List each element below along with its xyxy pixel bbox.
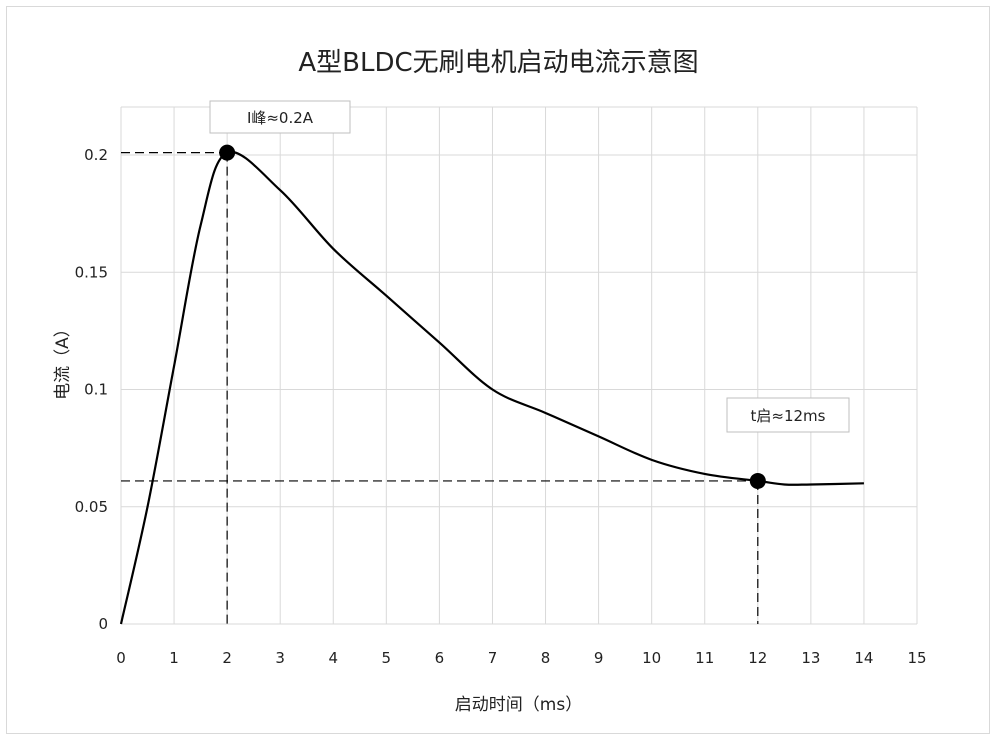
x-tick-label: 10	[642, 649, 661, 667]
x-tick-label: 7	[488, 649, 498, 667]
x-tick-label: 0	[116, 649, 126, 667]
y-tick-label: 0	[98, 615, 108, 633]
x-tick-label: 2	[222, 649, 232, 667]
chart-title: A型BLDC无刷电机启动电流示意图	[298, 48, 699, 78]
annotation-label: t启≈12ms	[751, 407, 826, 425]
y-tick-label: 0.15	[75, 263, 108, 281]
x-tick-label: 9	[594, 649, 604, 667]
y-tick-label: 0.05	[75, 498, 108, 516]
chart-frame	[6, 6, 990, 734]
x-tick-label: 11	[695, 649, 714, 667]
x-tick-label: 3	[275, 649, 285, 667]
x-tick-label: 6	[435, 649, 445, 667]
x-tick-label: 4	[328, 649, 338, 667]
x-tick-label: 13	[801, 649, 820, 667]
x-tick-label: 12	[748, 649, 767, 667]
annotation-box	[209, 100, 351, 134]
annotation-box	[726, 397, 850, 433]
y-tick-label: 0.2	[84, 146, 108, 164]
x-tick-label: 1	[169, 649, 179, 667]
x-tick-label: 15	[907, 649, 926, 667]
x-tick-label: 5	[382, 649, 392, 667]
data-point-marker	[219, 144, 236, 161]
x-axis-label: 启动时间（ms）	[454, 695, 583, 715]
x-tick-label: 14	[854, 649, 873, 667]
y-tick-label: 0.1	[84, 381, 108, 399]
data-point-marker	[749, 472, 766, 489]
x-tick-label: 8	[541, 649, 551, 667]
annotation-label: I峰≈0.2A	[247, 109, 314, 127]
